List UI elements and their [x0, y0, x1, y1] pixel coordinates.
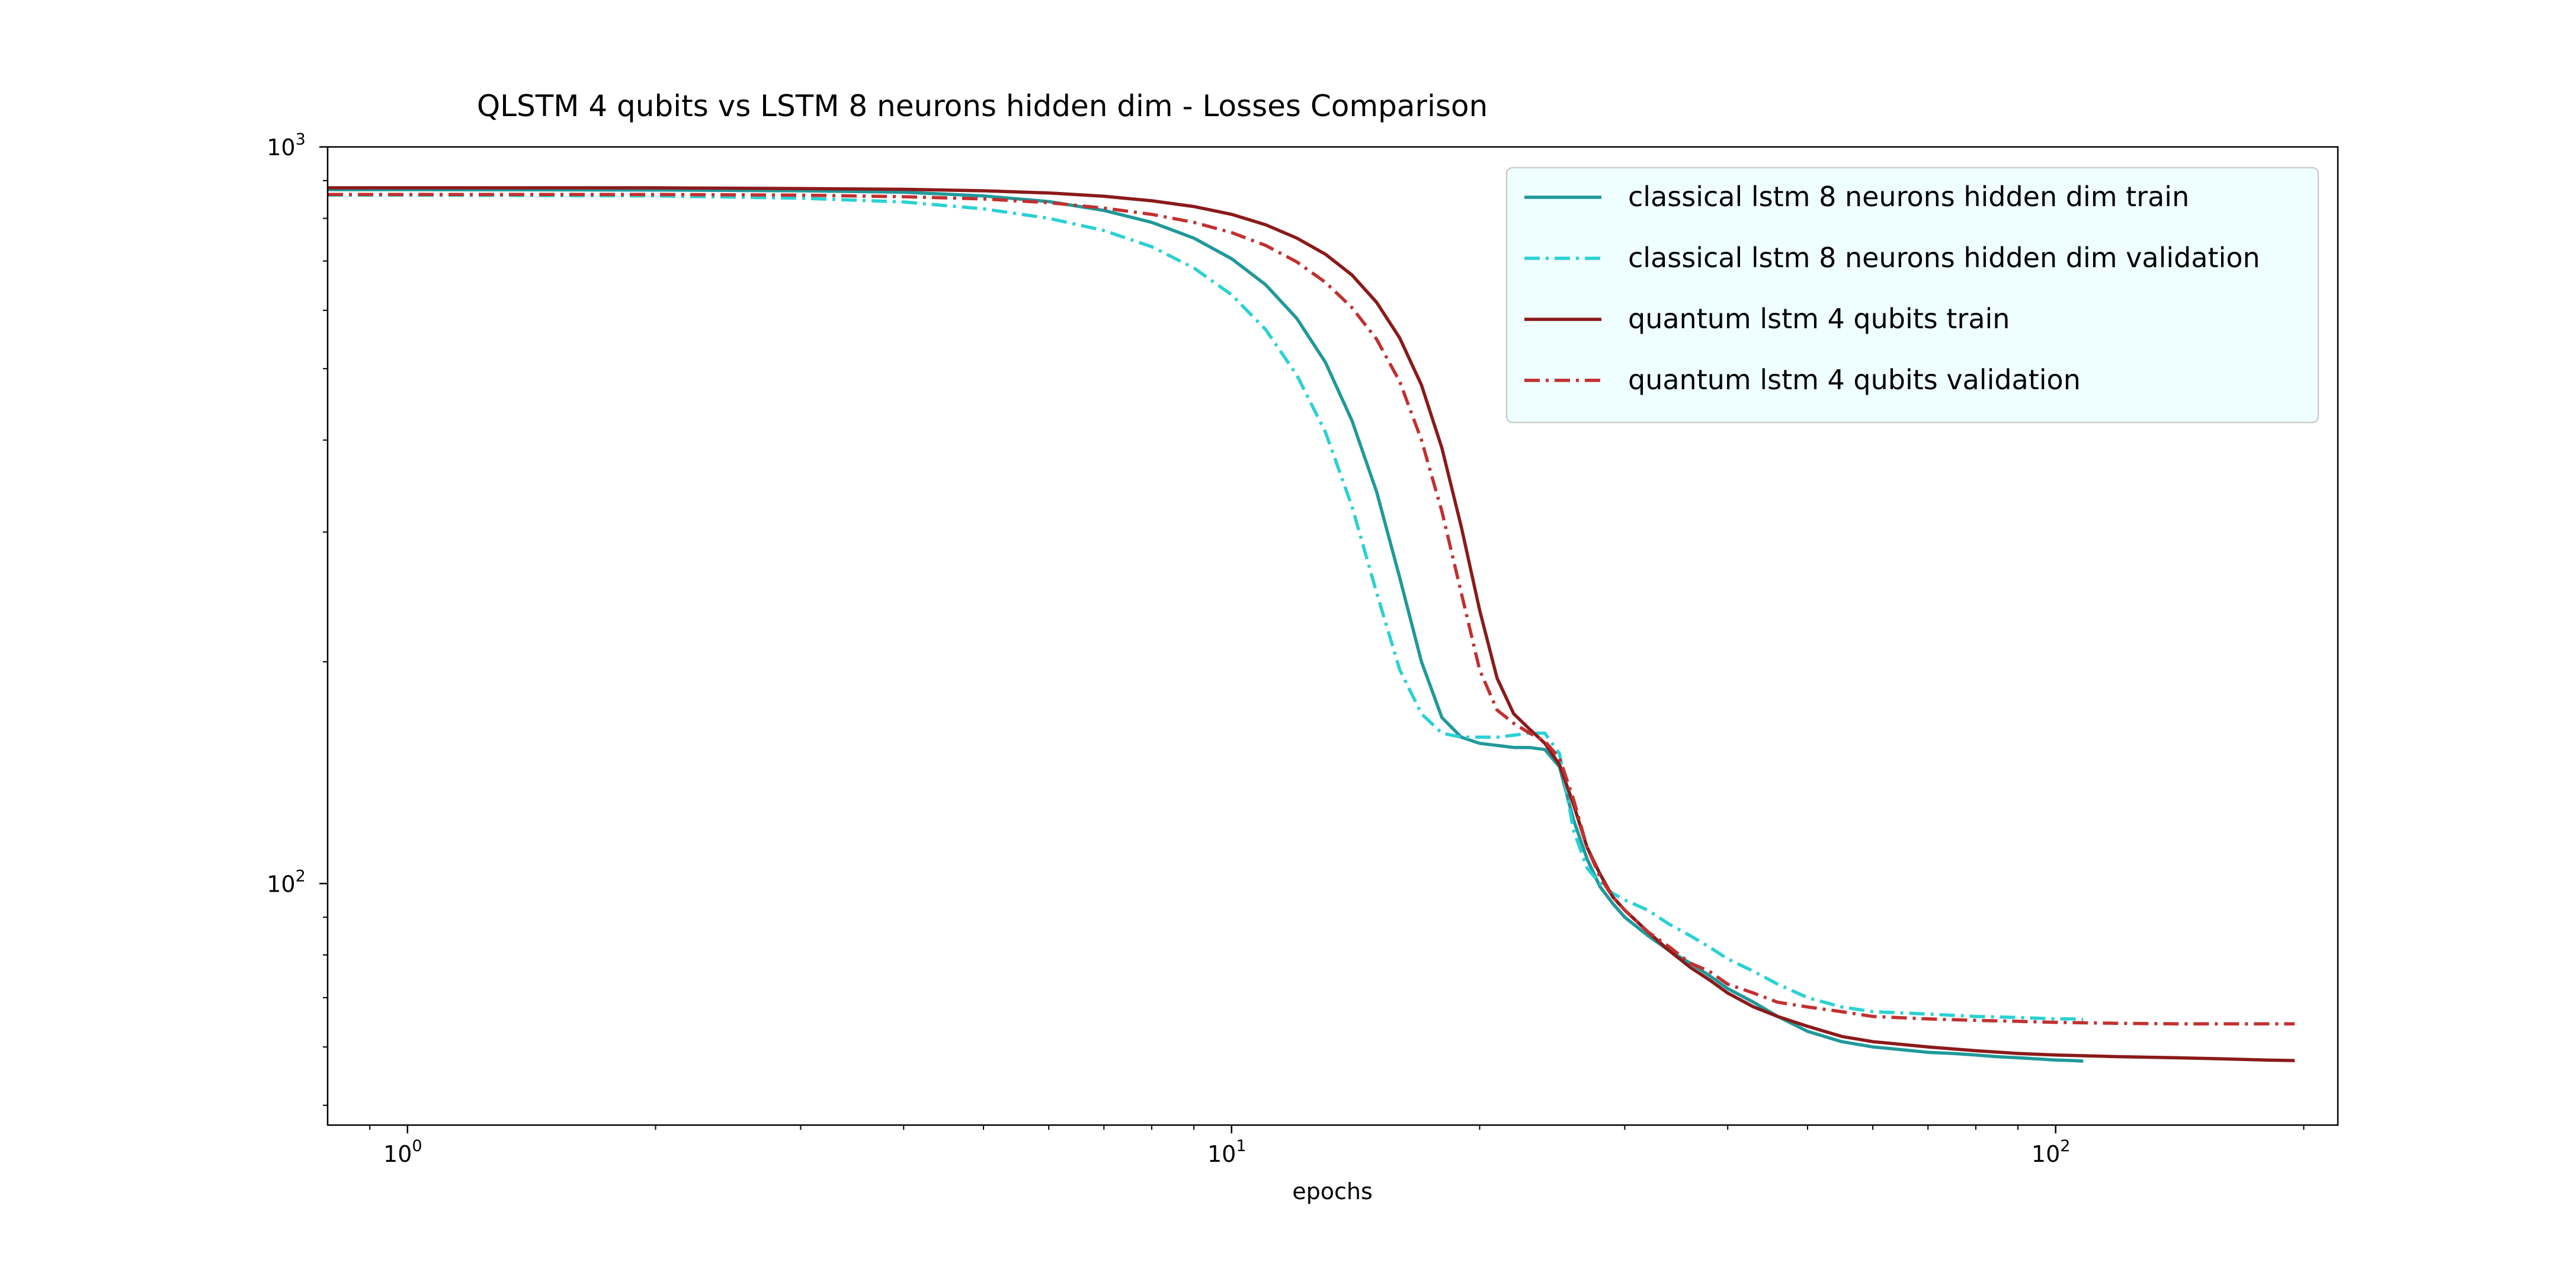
- legend-label-2: quantum lstm 4 qubits train: [1628, 303, 2010, 335]
- legend-label-0: classical lstm 8 neurons hidden dim trai…: [1628, 181, 2189, 213]
- legend-label-3: quantum lstm 4 qubits validation: [1628, 364, 2081, 396]
- x-axis-label: epochs: [1292, 1178, 1373, 1204]
- plot-frame: [326, 146, 2339, 1126]
- legend-label-1: classical lstm 8 neurons hidden dim vali…: [1628, 242, 2260, 274]
- y-tick-label-0: 102: [267, 867, 306, 897]
- legend: classical lstm 8 neurons hidden dim trai…: [1505, 166, 2319, 424]
- series-layer: [328, 186, 2295, 1063]
- legend-entries: classical lstm 8 neurons hidden dim trai…: [1524, 181, 2260, 396]
- legend-box: [1505, 166, 2319, 424]
- chart-title: QLSTM 4 qubits vs LSTM 8 neurons hidden …: [477, 89, 1488, 123]
- series-line-2: [328, 186, 2295, 1062]
- series-line-3: [328, 193, 2295, 1026]
